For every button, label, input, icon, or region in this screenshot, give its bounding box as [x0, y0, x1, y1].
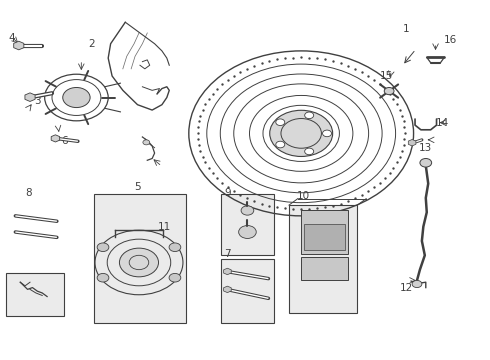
Circle shape — [63, 87, 90, 108]
Text: 7: 7 — [224, 248, 231, 258]
Circle shape — [169, 273, 181, 282]
Text: 6: 6 — [61, 136, 68, 145]
Text: 2: 2 — [88, 39, 95, 49]
Text: 9: 9 — [224, 188, 231, 198]
Text: 14: 14 — [436, 118, 449, 128]
Bar — [304, 224, 345, 250]
Text: 13: 13 — [419, 143, 432, 153]
Bar — [220, 194, 274, 255]
Circle shape — [239, 226, 256, 238]
Bar — [301, 211, 347, 253]
Circle shape — [97, 273, 109, 282]
Circle shape — [305, 112, 314, 119]
Circle shape — [276, 141, 285, 148]
Text: 4: 4 — [8, 33, 15, 43]
Circle shape — [120, 248, 159, 277]
Circle shape — [143, 140, 150, 145]
Circle shape — [420, 158, 432, 167]
Circle shape — [322, 130, 332, 137]
Circle shape — [169, 243, 181, 252]
Circle shape — [305, 148, 314, 155]
Circle shape — [412, 280, 422, 288]
Circle shape — [270, 110, 333, 157]
Bar — [301, 257, 347, 280]
Text: 16: 16 — [443, 35, 457, 45]
Circle shape — [276, 119, 285, 126]
Circle shape — [241, 206, 254, 215]
Text: 3: 3 — [34, 96, 41, 106]
Text: 12: 12 — [400, 283, 413, 293]
Text: 15: 15 — [380, 71, 393, 81]
Bar — [5, 273, 64, 316]
Circle shape — [97, 243, 109, 252]
Text: 5: 5 — [134, 182, 141, 192]
Bar — [289, 205, 357, 313]
Circle shape — [384, 87, 394, 95]
Text: 8: 8 — [25, 188, 32, 198]
Bar — [220, 259, 274, 323]
Text: 10: 10 — [297, 191, 310, 201]
Bar — [94, 194, 186, 323]
Text: 11: 11 — [158, 222, 171, 231]
Text: 1: 1 — [403, 24, 410, 35]
